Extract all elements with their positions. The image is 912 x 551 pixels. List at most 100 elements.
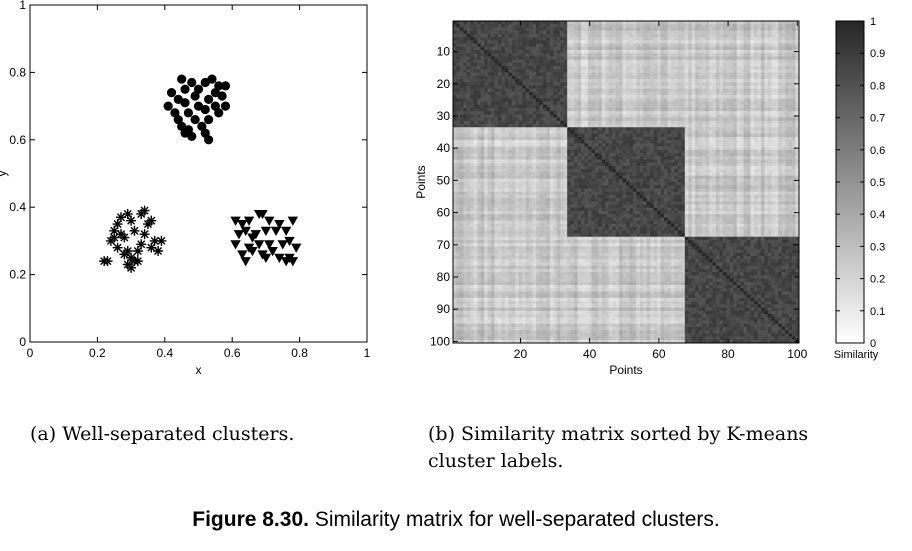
heatmap-cell bbox=[785, 127, 789, 131]
heatmap-cell bbox=[778, 91, 783, 96]
heatmap-cell bbox=[501, 114, 506, 118]
heatmap-cell bbox=[456, 78, 461, 83]
heatmap-cell bbox=[754, 153, 758, 157]
heatmap-cell bbox=[515, 175, 520, 180]
heatmap-cell bbox=[501, 88, 506, 93]
heatmap-cell bbox=[639, 140, 644, 144]
heatmap-cell bbox=[660, 101, 665, 106]
heatmap-cell bbox=[778, 143, 783, 147]
heatmap-cell bbox=[677, 21, 682, 25]
heatmap-cell bbox=[511, 120, 516, 125]
heatmap-cell bbox=[781, 85, 786, 89]
heatmap-cell bbox=[529, 40, 533, 44]
heatmap-cell bbox=[549, 75, 554, 80]
heatmap-cell bbox=[778, 56, 783, 60]
heatmap-cell bbox=[760, 156, 765, 160]
heatmap-cell bbox=[518, 40, 523, 44]
heatmap-cell bbox=[494, 143, 499, 147]
heatmap-cell bbox=[515, 66, 520, 70]
heatmap-cell bbox=[587, 27, 592, 32]
heatmap-cell bbox=[567, 49, 571, 54]
heatmap-cell bbox=[740, 120, 744, 125]
heatmap-cell bbox=[487, 136, 492, 141]
heatmap-cell bbox=[691, 156, 696, 160]
heatmap-cell bbox=[587, 75, 592, 80]
heatmap-cell bbox=[629, 88, 634, 93]
heatmap-cell bbox=[757, 91, 762, 96]
heatmap-cell bbox=[518, 130, 523, 135]
heatmap-cell bbox=[491, 88, 495, 93]
heatmap-cell bbox=[456, 143, 461, 147]
heatmap-cell bbox=[591, 46, 596, 51]
heatmap-cell bbox=[788, 69, 793, 73]
heatmap-cell bbox=[497, 59, 502, 64]
heatmap-cell bbox=[664, 59, 668, 64]
heatmap-cell bbox=[456, 104, 461, 109]
heatmap-cell bbox=[518, 159, 523, 164]
heatmap-cell bbox=[785, 153, 789, 157]
heatmap-cell bbox=[653, 66, 658, 70]
heatmap-cell bbox=[636, 114, 641, 118]
heatmap-cell bbox=[774, 120, 779, 125]
heatmap-cell bbox=[778, 24, 783, 28]
heatmap-cell bbox=[563, 33, 568, 38]
heatmap-cell bbox=[587, 98, 592, 102]
heatmap-cell bbox=[733, 130, 738, 135]
heatmap-cell bbox=[556, 43, 561, 48]
heatmap-cell bbox=[695, 98, 700, 102]
heatmap-cell bbox=[518, 49, 523, 54]
heatmap-cell bbox=[705, 114, 710, 118]
heatmap-cell bbox=[715, 72, 720, 77]
heatmap-cell bbox=[518, 149, 523, 154]
heatmap-cell bbox=[487, 98, 492, 102]
heatmap-cell bbox=[785, 72, 789, 77]
heatmap-cell bbox=[750, 120, 755, 125]
heatmap-cell bbox=[480, 30, 485, 35]
heatmap-cell bbox=[774, 49, 779, 54]
heatmap-cell bbox=[536, 49, 540, 54]
heatmap-cell bbox=[760, 21, 765, 25]
heatmap-cell bbox=[667, 85, 672, 89]
heatmap-cell bbox=[774, 59, 779, 64]
heatmap-cell bbox=[677, 127, 682, 131]
heatmap-cell bbox=[643, 162, 648, 167]
heatmap-cell bbox=[719, 101, 724, 106]
heatmap-cell bbox=[709, 101, 713, 106]
heatmap-cell bbox=[539, 101, 544, 106]
heatmap-cell bbox=[567, 30, 571, 35]
heatmap-cell bbox=[484, 156, 488, 160]
heatmap-cell bbox=[522, 149, 527, 154]
heatmap-cell bbox=[504, 49, 509, 54]
heatmap-cell bbox=[795, 75, 799, 80]
heatmap-cell bbox=[518, 140, 523, 144]
heatmap-cell bbox=[726, 169, 731, 173]
heatmap-cell bbox=[733, 146, 738, 151]
heatmap-cell bbox=[792, 111, 796, 115]
heatmap-cell bbox=[542, 91, 547, 96]
heatmap-cell bbox=[567, 33, 571, 38]
heatmap-cell bbox=[508, 24, 513, 28]
heatmap-cell bbox=[750, 43, 755, 48]
heatmap-cell bbox=[581, 69, 585, 73]
heatmap-cell bbox=[626, 159, 630, 164]
heatmap-cell bbox=[760, 56, 765, 60]
heatmap-cell bbox=[560, 37, 565, 41]
heatmap-cell bbox=[778, 114, 783, 118]
heatmap-cell bbox=[622, 69, 627, 73]
heatmap-cell bbox=[598, 111, 603, 115]
heatmap-cell bbox=[477, 56, 482, 60]
heatmap-cell bbox=[653, 62, 658, 67]
heatmap-cell bbox=[712, 82, 717, 86]
heatmap-cell bbox=[705, 49, 710, 54]
heatmap-cell bbox=[504, 136, 509, 141]
heatmap-cell bbox=[674, 66, 679, 70]
heatmap-cell bbox=[594, 24, 599, 28]
heatmap-cell bbox=[525, 37, 530, 41]
heatmap-cell bbox=[466, 27, 471, 32]
heatmap-cell bbox=[729, 91, 734, 96]
heatmap-cell bbox=[650, 85, 655, 89]
heatmap-cell bbox=[477, 114, 482, 118]
heatmap-cell bbox=[722, 49, 727, 54]
heatmap-cell bbox=[733, 101, 738, 106]
